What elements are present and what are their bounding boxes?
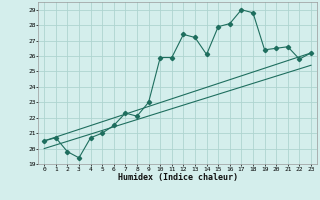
X-axis label: Humidex (Indice chaleur): Humidex (Indice chaleur) [118,173,238,182]
